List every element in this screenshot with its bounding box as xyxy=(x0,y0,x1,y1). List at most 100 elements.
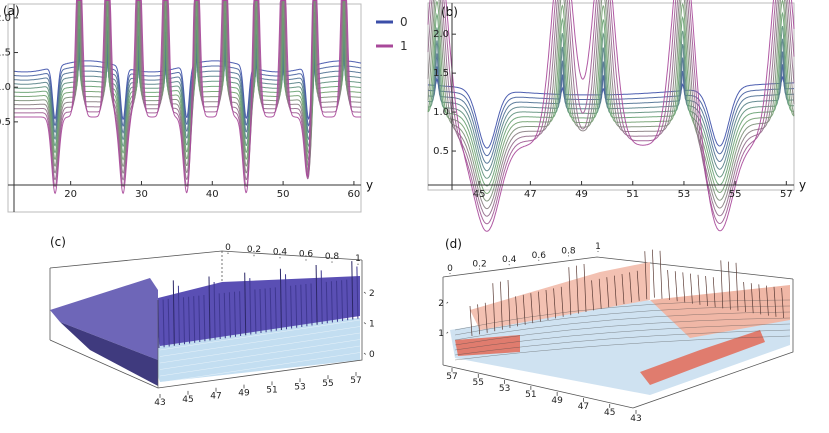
legend-label-1: 1 xyxy=(400,39,408,53)
panel-d-top-tick-label-2: 0.4 xyxy=(502,255,517,265)
panel-b: 45 47 49 51 53 55 57 0.5 1.0 1.5 2.0 (b) y xyxy=(427,0,806,232)
panel-c-ridge-11 xyxy=(213,281,216,340)
panel-d-ridges xyxy=(469,249,784,337)
panel-d-top-tick-label-4: 0.8 xyxy=(561,246,576,256)
panel-d-bottom-tick-label-6: 45 xyxy=(604,408,615,418)
panel-c-ridge-12 xyxy=(218,293,221,340)
panel-c-ridge-9 xyxy=(203,295,206,342)
panel-d-ridge-30 xyxy=(697,274,701,305)
panel-b-x-tick-label-2: 49 xyxy=(575,189,588,200)
panel-a-series-1 xyxy=(13,48,362,128)
panel-c-right-tick-mark-0 xyxy=(363,352,366,355)
panel-a-x-tick-label-1: 30 xyxy=(135,189,148,200)
panel-b-series-11 xyxy=(445,0,795,232)
panel-a-series-7 xyxy=(14,0,361,168)
panel-c-ridge-30 xyxy=(310,283,313,326)
panel-b-x-axis-label: y xyxy=(799,178,806,192)
panel-c-bottom-tick-label-0: 43 xyxy=(154,398,165,408)
panel-d-box-front xyxy=(442,279,794,409)
panel-c-ridge-24 xyxy=(279,268,282,331)
panel-c-ridge-32 xyxy=(320,270,323,325)
panel-d-ridge-3 xyxy=(492,283,496,332)
panel-a-series-6 xyxy=(14,0,361,161)
panel-d-ridge-31 xyxy=(705,275,708,307)
panel-a-y-tick-label-0: 0.5 xyxy=(0,117,11,128)
panel-c-ridge-31 xyxy=(315,264,318,325)
panel-d-ridge-18 xyxy=(606,277,610,308)
panel-d-bottom-ticks: 57 55 53 51 49 47 45 43 xyxy=(446,368,642,424)
panel-b-x-tick-label-5: 55 xyxy=(729,189,742,200)
panel-d-ridge-15 xyxy=(583,263,587,313)
panel-b-x-tick-label-4: 53 xyxy=(678,189,691,200)
panel-d-mesh-line-5 xyxy=(454,329,791,356)
panel-c-right-ticks: 0 1 2 xyxy=(363,289,375,360)
panel-c-ridge-2 xyxy=(167,298,170,347)
panel-c-bottom-tick-label-7: 57 xyxy=(350,376,361,386)
panel-c-mesh-line-5 xyxy=(159,352,361,383)
panel-d-mesh-line-4 xyxy=(454,323,791,351)
panel-a-series-3 xyxy=(13,24,362,141)
panel-a-x-tick-label-0: 20 xyxy=(64,189,77,200)
panel-c-ridge-18 xyxy=(249,278,252,335)
panel-c-ridge-23 xyxy=(274,287,277,331)
panel-d-ridge-17 xyxy=(598,278,602,309)
panel-c-ridge-29 xyxy=(305,284,308,327)
panel-c-ridge-28 xyxy=(300,284,303,328)
panel-d-bottom-tick-label-3: 51 xyxy=(525,390,536,400)
panel-d-ridge-12 xyxy=(560,286,564,317)
panel-d-left-tick-mark-1 xyxy=(446,301,449,304)
panel-a-series-5 xyxy=(13,0,362,154)
panel-c-ridge-1 xyxy=(162,299,165,348)
panel-c-ridge-15 xyxy=(234,291,236,337)
panel-a-series-11 xyxy=(14,0,361,195)
panel-a-x-tick-label-3: 50 xyxy=(277,189,290,200)
panel-c-mesh-line-4 xyxy=(159,345,361,377)
panel-c-top-tick-label-0: 0 xyxy=(225,243,231,253)
panel-c-right-tick-label-2: 2 xyxy=(369,289,375,299)
panel-a-y-tick-label-3: 2.0 xyxy=(0,13,11,24)
panel-c-ridge-7 xyxy=(193,296,196,343)
panel-c-ridge-27 xyxy=(295,285,298,328)
panel-c-bottom-tick-label-2: 47 xyxy=(210,392,221,402)
panel-d-ridge-21 xyxy=(629,272,632,303)
panel-c-ridges xyxy=(157,261,359,349)
panel-c-bottom-tick-label-1: 45 xyxy=(182,395,193,405)
panel-b-x-tick-label-6: 57 xyxy=(780,189,793,200)
panel-b-y-ticks: 0.5 1.0 1.5 2.0 xyxy=(433,29,456,157)
panel-b-series-6 xyxy=(427,0,795,195)
panel-b-y-tick-label-2: 1.5 xyxy=(433,68,449,79)
panel-c-right-tick-mark-1 xyxy=(363,322,366,325)
panel-c-top-tick-label-4: 0.8 xyxy=(325,252,340,262)
panel-d-ridge-19 xyxy=(614,275,617,306)
panel-a-x-tick-label-4: 60 xyxy=(348,189,361,200)
panel-c-bottom-tick-label-4: 51 xyxy=(266,385,277,395)
panel-d-bottom-tick-label-4: 49 xyxy=(551,396,563,406)
panel-d-ridge-29 xyxy=(690,273,693,304)
panel-d-mesh-line-3 xyxy=(454,317,791,346)
panel-c-bottom-ticks: 43 45 47 49 51 53 55 57 xyxy=(154,372,362,408)
panel-c-ridge-33 xyxy=(325,281,328,324)
panel-b-x-tick-label-1: 47 xyxy=(524,189,537,200)
panel-a-frame xyxy=(7,3,362,213)
panel-c-ridge-13 xyxy=(223,292,226,339)
panel-c-ridge-6 xyxy=(188,296,191,344)
panel-b-series-4 xyxy=(428,25,794,179)
panel-c-ridge-19 xyxy=(254,289,257,334)
panel-c-top-tick-label-5: 1 xyxy=(355,254,361,264)
panel-d-mesh-line-2 xyxy=(454,311,791,341)
panel-a-x-ticks: 20 30 40 50 60 xyxy=(64,181,360,200)
panel-d-top-ticks: 0 0.2 0.4 0.6 0.8 1 xyxy=(447,242,601,274)
panel-a-series-0 xyxy=(13,56,362,121)
panel-c-ridge-8 xyxy=(198,295,201,343)
panel-b-series-8 xyxy=(427,0,795,210)
panel-d-ridge-13 xyxy=(568,267,572,316)
panel-c-top-tick-label-2: 0.4 xyxy=(273,247,288,257)
panel-d-left-ticks: 12 xyxy=(438,299,449,339)
panel-c-label: (c) xyxy=(50,235,66,249)
panel-d-ridge-14 xyxy=(576,265,579,314)
panel-d-bottom-tick-label-2: 53 xyxy=(499,384,510,394)
panel-b-y-tick-label-3: 2.0 xyxy=(433,29,449,40)
panel-d-ridge-33 xyxy=(720,260,724,309)
